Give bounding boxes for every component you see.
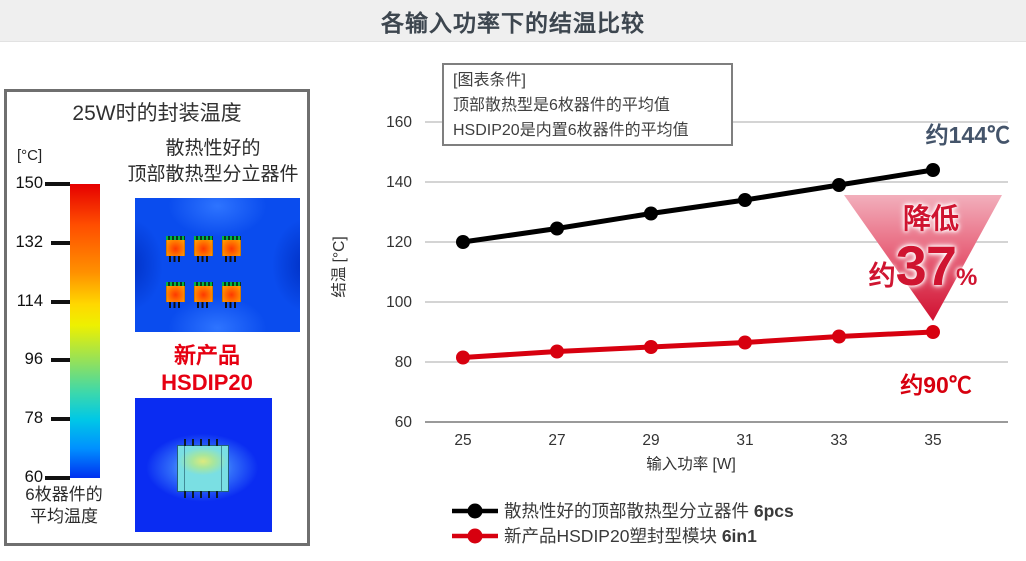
data-point bbox=[926, 325, 940, 339]
thermal-image-discrete bbox=[135, 198, 300, 332]
chart-legend: 散热性好的顶部散热型分立器件 6pcs 新产品HSDIP20塑封型模块 6in1 bbox=[452, 498, 794, 548]
discrete-device-label: 散热性好的 顶部散热型分立器件 bbox=[127, 138, 299, 185]
svg-text:160: 160 bbox=[386, 114, 412, 131]
svg-text:29: 29 bbox=[642, 432, 659, 449]
legend-label: 新产品HSDIP20塑封型模块 6in1 bbox=[504, 526, 757, 546]
thermal-chip bbox=[166, 282, 185, 310]
red-series-value-label: 约90℃ bbox=[900, 372, 972, 398]
black-series-value-label: 约144℃ bbox=[925, 122, 1010, 148]
thermal-image-hsdip20 bbox=[135, 398, 272, 532]
thermal-chip bbox=[166, 236, 185, 264]
data-point bbox=[456, 235, 470, 249]
x-axis-title: 输入功率 [W] bbox=[646, 455, 736, 473]
new-product-label: 新产品 HSDIP20 bbox=[161, 343, 253, 395]
svg-text:80: 80 bbox=[395, 354, 413, 371]
data-point bbox=[832, 329, 846, 344]
thermal-chip bbox=[222, 236, 241, 264]
hsdip20-module bbox=[177, 439, 229, 498]
svg-text:100: 100 bbox=[386, 294, 412, 311]
svg-text:33: 33 bbox=[830, 432, 847, 449]
scale-tick-mark bbox=[51, 240, 70, 245]
legend-item: 散热性好的顶部散热型分立器件 6pcs bbox=[452, 498, 794, 523]
series-line bbox=[462, 329, 934, 360]
svg-text:140: 140 bbox=[386, 174, 412, 191]
scale-tick-label: 150 bbox=[15, 174, 43, 192]
svg-text:120: 120 bbox=[386, 234, 412, 251]
data-point bbox=[738, 193, 752, 207]
panel-title: 25W时的封装温度 bbox=[72, 102, 242, 125]
scale-tick-mark bbox=[51, 417, 70, 422]
thermal-chip bbox=[194, 236, 213, 264]
thermal-chip bbox=[222, 282, 241, 310]
scale-tick-label: 96 bbox=[24, 350, 43, 369]
y-tick-labels: 160 140 120 100 80 60 bbox=[386, 114, 412, 431]
chip-row bbox=[166, 282, 246, 310]
title-bar: 各输入功率下的结温比较 bbox=[0, 0, 1026, 42]
series-line bbox=[462, 167, 934, 245]
y-axis-title: 结温 [°C] bbox=[330, 236, 348, 297]
data-point bbox=[550, 221, 564, 236]
scale-tick-mark bbox=[51, 358, 70, 363]
package-temperature-panel: 25W时的封装温度 [°C] 150 132 114 96 78 60 6枚器件的 平均温… bbox=[4, 89, 310, 546]
data-point bbox=[550, 344, 564, 359]
data-point bbox=[832, 178, 846, 192]
svg-text:25: 25 bbox=[454, 432, 471, 449]
data-point bbox=[738, 335, 752, 350]
x-tick-labels: 25 27 29 31 33 35 bbox=[454, 432, 941, 449]
svg-text:31: 31 bbox=[736, 432, 753, 449]
chart-condition-box: [图表条件] 顶部散热型是6枚器件的平均值 HSDIP20是内置6枚器件的平均值 bbox=[442, 63, 733, 146]
temperature-colorbar bbox=[70, 184, 100, 478]
svg-text:27: 27 bbox=[548, 432, 565, 449]
legend-marker-icon bbox=[452, 528, 498, 543]
colorbar-caption: 6枚器件的 平均温度 bbox=[25, 485, 103, 526]
data-point bbox=[456, 350, 470, 365]
thermal-chip bbox=[194, 282, 213, 310]
page-title: 各输入功率下的结温比较 bbox=[381, 9, 645, 36]
scale-unit-label: [°C] bbox=[17, 147, 43, 164]
svg-text:35: 35 bbox=[924, 432, 941, 449]
scale-tick-label: 114 bbox=[16, 291, 43, 310]
scale-tick-mark bbox=[45, 182, 70, 186]
scale-tick-label: 60 bbox=[24, 468, 43, 486]
scale-tick-mark bbox=[51, 299, 70, 304]
scale-tick-label: 78 bbox=[24, 409, 43, 428]
series-discrete bbox=[456, 163, 940, 249]
scale-tick-mark bbox=[45, 476, 70, 480]
scale-tick-label: 132 bbox=[15, 232, 43, 251]
reduction-word: 降低 bbox=[902, 203, 959, 234]
legend-item: 新产品HSDIP20塑封型模块 6in1 bbox=[452, 523, 794, 548]
legend-marker-icon bbox=[452, 503, 498, 518]
data-point bbox=[644, 340, 658, 354]
reduction-percent: 约 37% bbox=[868, 234, 978, 297]
chip-row bbox=[166, 236, 246, 264]
svg-text:60: 60 bbox=[395, 414, 413, 431]
down-arrow-triangle-icon bbox=[844, 195, 1002, 321]
data-point bbox=[926, 163, 940, 177]
series-hsdip20 bbox=[456, 325, 940, 365]
legend-label: 散热性好的顶部散热型分立器件 6pcs bbox=[504, 501, 794, 521]
data-point bbox=[644, 206, 658, 221]
reduction-callout: 降低 约 37% bbox=[843, 193, 1003, 323]
